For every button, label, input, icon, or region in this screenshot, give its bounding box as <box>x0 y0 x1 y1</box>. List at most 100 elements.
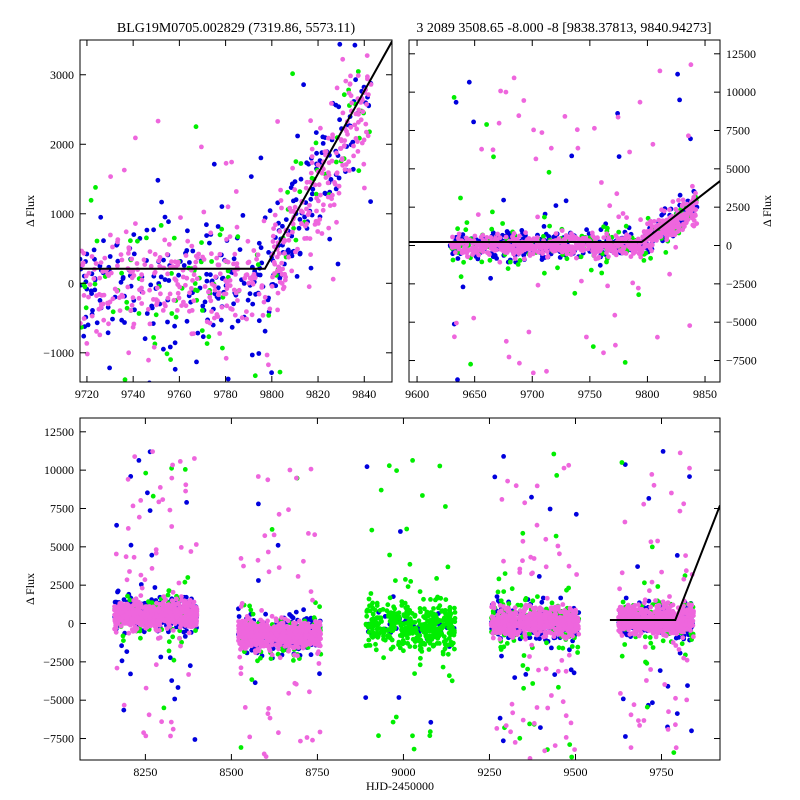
data-point <box>144 227 150 233</box>
data-point <box>269 613 275 619</box>
data-point <box>187 260 192 265</box>
data-point <box>314 195 319 201</box>
data-point <box>569 644 575 649</box>
data-point <box>546 169 552 175</box>
data-point <box>137 622 143 627</box>
data-point <box>246 280 252 286</box>
data-point <box>445 642 451 648</box>
data-point <box>160 603 166 608</box>
data-point <box>135 238 140 244</box>
data-point <box>236 614 242 619</box>
data-point <box>393 578 398 583</box>
data-point <box>259 285 265 290</box>
data-point <box>172 323 178 329</box>
data-point <box>679 641 685 647</box>
data-point <box>437 603 443 609</box>
data-point <box>179 594 184 599</box>
y-tick-label: 1000 <box>50 207 74 221</box>
data-point <box>578 254 584 260</box>
data-point <box>165 592 171 598</box>
data-point <box>121 638 126 643</box>
data-point <box>252 373 258 379</box>
data-point <box>545 253 551 259</box>
data-point <box>571 236 577 242</box>
data-point <box>350 166 356 172</box>
data-point <box>613 233 619 239</box>
data-point <box>427 733 433 739</box>
data-point <box>100 269 106 274</box>
data-point <box>525 666 530 672</box>
data-point <box>440 664 446 670</box>
data-point <box>168 719 174 725</box>
data-point <box>505 266 511 271</box>
data-point <box>393 714 399 720</box>
data-point <box>343 78 349 84</box>
data-point <box>454 320 459 326</box>
data-point <box>120 633 126 639</box>
data-point <box>622 250 628 256</box>
data-point <box>516 113 522 119</box>
data-point <box>244 309 249 314</box>
data-point <box>416 637 422 643</box>
data-point <box>494 594 500 599</box>
data-point <box>471 315 477 321</box>
data-point <box>139 301 145 306</box>
data-point <box>194 618 200 624</box>
data-point <box>84 351 90 357</box>
data-point <box>494 256 499 261</box>
data-point <box>261 218 267 224</box>
data-point <box>270 239 276 244</box>
data-point <box>216 292 222 298</box>
data-point <box>199 240 204 246</box>
data-point <box>455 235 461 241</box>
data-point <box>378 487 384 493</box>
data-point <box>425 638 431 644</box>
data-point <box>131 273 137 278</box>
data-point <box>484 235 490 240</box>
data-point <box>208 298 214 304</box>
data-point <box>317 671 322 677</box>
x-tick-label: 9700 <box>520 387 544 401</box>
data-point <box>391 604 396 610</box>
data-point <box>189 243 195 249</box>
data-point <box>294 475 299 481</box>
data-point <box>487 257 493 263</box>
data-point <box>190 248 196 254</box>
data-point <box>521 653 527 658</box>
data-point <box>275 542 281 548</box>
x-tick-label: 9800 <box>260 387 284 401</box>
data-point <box>126 603 132 609</box>
data-point <box>382 637 388 643</box>
data-point <box>440 651 446 657</box>
data-point <box>404 526 410 532</box>
data-point <box>348 124 354 130</box>
data-point <box>405 641 411 646</box>
data-point <box>202 284 208 289</box>
data-point <box>237 247 243 253</box>
data-point <box>309 146 315 152</box>
data-point <box>80 260 86 266</box>
data-point <box>293 159 299 165</box>
data-point <box>403 577 408 582</box>
data-point <box>199 328 205 333</box>
data-point <box>446 616 451 621</box>
data-point <box>547 506 553 512</box>
data-point <box>174 596 179 602</box>
data-point <box>549 645 554 651</box>
data-point <box>211 161 217 167</box>
data-point <box>418 655 423 661</box>
data-point <box>91 247 97 253</box>
data-point <box>559 228 565 234</box>
data-point <box>176 272 182 278</box>
data-point <box>623 734 628 739</box>
data-point <box>373 647 379 653</box>
data-point <box>460 284 466 290</box>
data-point <box>495 589 501 595</box>
data-point <box>506 601 512 607</box>
data-point <box>309 191 315 197</box>
data-point <box>175 282 181 287</box>
data-point <box>155 618 161 624</box>
data-point <box>348 73 353 79</box>
data-point <box>495 231 500 237</box>
